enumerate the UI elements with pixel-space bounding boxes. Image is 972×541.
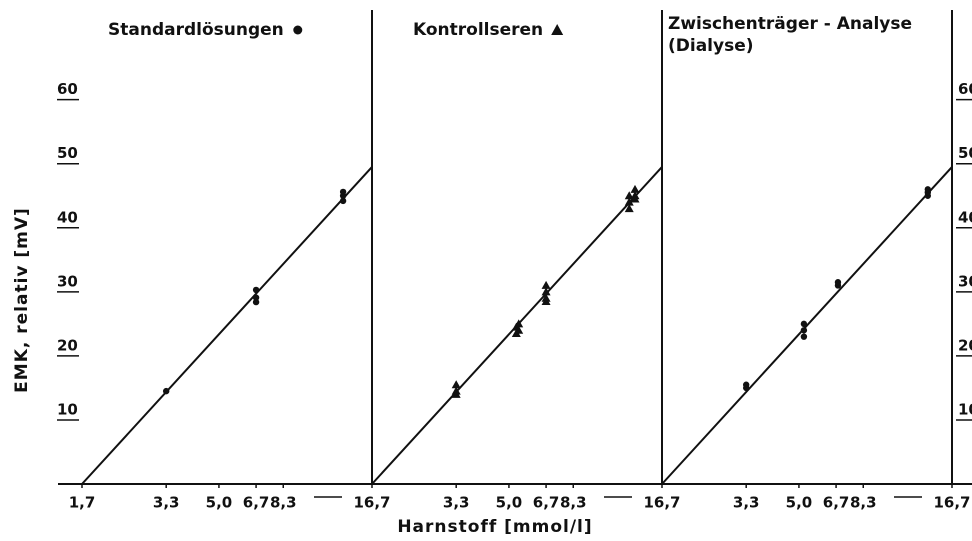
x-tick-label: 5,0 — [206, 494, 233, 512]
x-tick-label: 3,3 — [153, 494, 180, 512]
triangle-marker — [630, 184, 640, 193]
x-tick-label: 3,3 — [443, 494, 470, 512]
circle-marker — [162, 387, 170, 395]
triangle-marker — [541, 296, 551, 305]
triangle-marker — [514, 319, 524, 328]
triangle-marker — [451, 386, 461, 395]
triangle-marker — [624, 191, 634, 200]
x-tick-label: 5,0 — [496, 494, 523, 512]
x-tick-label: 16,7 — [643, 494, 680, 512]
x-tick-label: 6,7 — [823, 494, 850, 512]
circle-marker — [252, 286, 260, 294]
triangle-marker — [624, 197, 634, 206]
triangle-marker — [541, 280, 551, 289]
x-tick-label: 6,7 — [243, 494, 270, 512]
x-tick-label: 8,3 — [560, 494, 587, 512]
circle-marker — [834, 279, 842, 286]
triangle-marker — [630, 194, 640, 203]
panel-title: Standardlösungen — [108, 20, 284, 40]
y-tick-label: 40 — [57, 208, 78, 226]
x-tick-label: 6,7 — [533, 494, 560, 512]
triangle-marker — [624, 204, 634, 213]
fit-line — [661, 166, 953, 485]
y-tick-label: 10 — [57, 400, 78, 418]
y-tick-label: 50 — [57, 144, 78, 162]
y-tick-label: 30 — [958, 272, 972, 290]
x-tick-label: 3,3 — [733, 494, 760, 512]
circle-marker — [252, 294, 260, 301]
legend-glyph — [293, 25, 303, 35]
circle-marker — [800, 320, 808, 328]
triangle-marker — [451, 380, 461, 389]
x-axis-label: Harnstoff [mmol/l] — [397, 517, 592, 537]
y-tick-label: 60 — [57, 80, 78, 98]
y-axis-label: EMK, relativ [mV] — [12, 207, 32, 393]
x-tick-label: 16,7 — [353, 494, 390, 512]
x-tick-label: 16,7 — [933, 494, 970, 512]
x-tick-label: 8,3 — [850, 494, 877, 512]
circle-marker — [742, 381, 750, 388]
circle-marker — [800, 327, 808, 334]
y-tick-label: 50 — [958, 144, 972, 162]
triangle-marker — [514, 325, 524, 334]
y-tick-label: 60 — [958, 80, 972, 98]
y-tick-label: 10 — [958, 400, 972, 418]
panel-subtitle: (Dialyse) — [668, 36, 754, 56]
circle-marker — [800, 333, 808, 340]
y-tick-label: 40 — [958, 208, 972, 226]
y-tick-label: 20 — [958, 336, 972, 354]
legend-glyph — [551, 24, 564, 35]
circle-marker — [924, 186, 931, 193]
x-tick-label: 1,7 — [69, 494, 96, 512]
panel-title: Kontrollseren — [413, 20, 543, 40]
circle-marker — [339, 188, 347, 196]
x-tick-label: 5,0 — [786, 494, 813, 512]
triangle-marker — [541, 287, 551, 296]
circle-marker — [339, 197, 347, 205]
circle-marker — [252, 298, 260, 306]
y-tick-label: 20 — [57, 336, 78, 354]
panel-title: Zwischenträger - Analyse — [668, 14, 912, 34]
fit-line — [81, 166, 373, 485]
y-tick-label: 30 — [57, 272, 78, 290]
x-tick-label: 8,3 — [270, 494, 297, 512]
